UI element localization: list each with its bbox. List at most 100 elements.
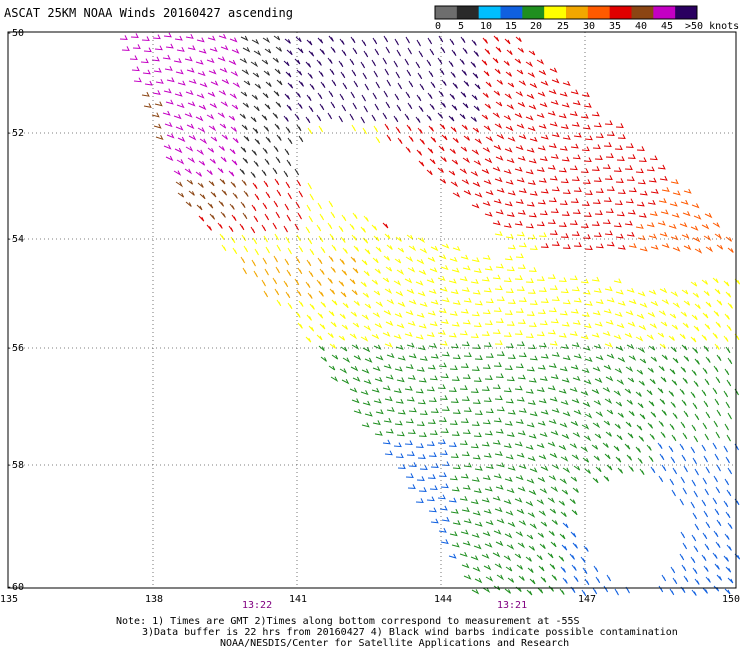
wind-barb bbox=[549, 285, 558, 290]
wind-barb bbox=[327, 277, 333, 284]
wind-barb bbox=[548, 89, 557, 95]
wind-barb bbox=[173, 58, 182, 63]
wind-barb bbox=[536, 554, 543, 561]
wind-barb bbox=[230, 236, 236, 244]
wind-barb bbox=[363, 270, 370, 277]
wind-barb bbox=[580, 168, 589, 174]
wind-barb bbox=[353, 300, 360, 306]
wind-barb bbox=[176, 159, 185, 165]
wind-barb bbox=[636, 313, 645, 320]
wind-barb bbox=[472, 72, 479, 79]
wind-barb bbox=[351, 289, 358, 296]
wind-barb bbox=[540, 134, 549, 140]
wind-barb bbox=[449, 475, 458, 481]
wind-barb bbox=[395, 71, 400, 79]
wind-barb bbox=[264, 213, 270, 221]
wind-barb bbox=[470, 555, 479, 561]
wind-barb bbox=[418, 50, 424, 58]
wind-barb bbox=[186, 67, 195, 73]
wind-barb bbox=[723, 500, 729, 508]
wind-barb bbox=[583, 545, 589, 552]
wind-barb bbox=[415, 334, 424, 340]
wind-barb bbox=[382, 331, 391, 337]
wind-barb bbox=[626, 287, 635, 293]
wind-barb bbox=[317, 92, 323, 100]
wind-barb bbox=[561, 211, 570, 216]
wind-barb bbox=[725, 236, 732, 242]
wind-barb bbox=[702, 477, 707, 485]
wind-barb bbox=[593, 177, 602, 182]
wind-barb bbox=[492, 495, 501, 501]
wind-barb bbox=[648, 345, 656, 351]
wind-barb bbox=[573, 297, 582, 303]
wind-barb bbox=[493, 144, 502, 151]
wind-barb bbox=[584, 135, 593, 141]
wind-barb bbox=[429, 485, 438, 491]
wind-barb bbox=[461, 507, 470, 513]
wind-barb bbox=[595, 299, 604, 305]
wind-barb bbox=[570, 364, 579, 370]
wind-barb bbox=[493, 585, 501, 591]
wind-barb bbox=[625, 366, 634, 373]
wind-barb bbox=[306, 314, 312, 321]
wind-barb bbox=[635, 168, 644, 174]
wind-barb bbox=[495, 428, 504, 434]
wind-barb bbox=[341, 269, 348, 276]
wind-barb bbox=[262, 147, 268, 154]
wind-barb bbox=[254, 193, 260, 201]
wind-barb bbox=[539, 543, 546, 549]
wind-barb bbox=[273, 145, 279, 152]
wind-barb bbox=[582, 234, 591, 239]
wind-barb bbox=[340, 346, 348, 352]
wind-barb bbox=[462, 47, 468, 54]
wind-barb bbox=[624, 443, 631, 450]
wind-barb bbox=[207, 147, 215, 153]
wind-barb bbox=[395, 126, 401, 134]
wind-barb bbox=[471, 476, 480, 482]
wind-barb bbox=[606, 297, 615, 303]
wind-barb bbox=[285, 181, 291, 189]
wind-barb bbox=[451, 104, 458, 111]
wind-barb bbox=[636, 146, 645, 151]
wind-barb bbox=[492, 220, 501, 226]
wind-barb bbox=[503, 169, 512, 175]
wind-barb bbox=[393, 115, 399, 123]
wind-barb bbox=[549, 121, 558, 127]
wind-barb bbox=[483, 508, 492, 514]
wind-barb bbox=[569, 165, 578, 171]
wind-barb bbox=[636, 201, 645, 207]
wind-barb bbox=[261, 169, 267, 176]
wind-barb bbox=[384, 396, 393, 402]
wind-barb bbox=[362, 72, 367, 80]
wind-barb bbox=[484, 486, 493, 492]
wind-barb bbox=[462, 429, 471, 435]
wind-barb bbox=[594, 433, 602, 439]
wind-barb bbox=[538, 342, 547, 348]
wind-barb bbox=[536, 331, 545, 337]
wind-barb bbox=[427, 310, 436, 316]
wind-barb bbox=[528, 158, 537, 164]
wind-barb bbox=[242, 212, 248, 220]
wind-barb bbox=[547, 164, 556, 170]
wind-barb bbox=[562, 411, 571, 417]
wind-barb bbox=[331, 354, 339, 360]
wind-barb bbox=[669, 313, 677, 319]
wind-barb bbox=[174, 147, 183, 154]
wind-barb bbox=[243, 135, 250, 142]
wind-barb bbox=[559, 422, 568, 428]
wind-barb bbox=[462, 540, 471, 546]
wind-barb bbox=[694, 413, 700, 421]
wind-barb bbox=[614, 368, 623, 374]
wind-barb bbox=[427, 419, 436, 424]
wind-barb bbox=[584, 356, 593, 363]
wind-barb bbox=[683, 188, 692, 194]
wind-barb bbox=[471, 311, 480, 317]
wind-barb bbox=[275, 211, 280, 219]
wind-barb bbox=[438, 308, 447, 314]
wind-barb bbox=[228, 59, 237, 66]
wind-barb bbox=[448, 332, 457, 338]
wind-barb bbox=[362, 127, 367, 135]
wind-barb bbox=[448, 553, 457, 559]
legend-tick: 25 bbox=[557, 21, 569, 32]
wind-barb bbox=[505, 288, 514, 294]
